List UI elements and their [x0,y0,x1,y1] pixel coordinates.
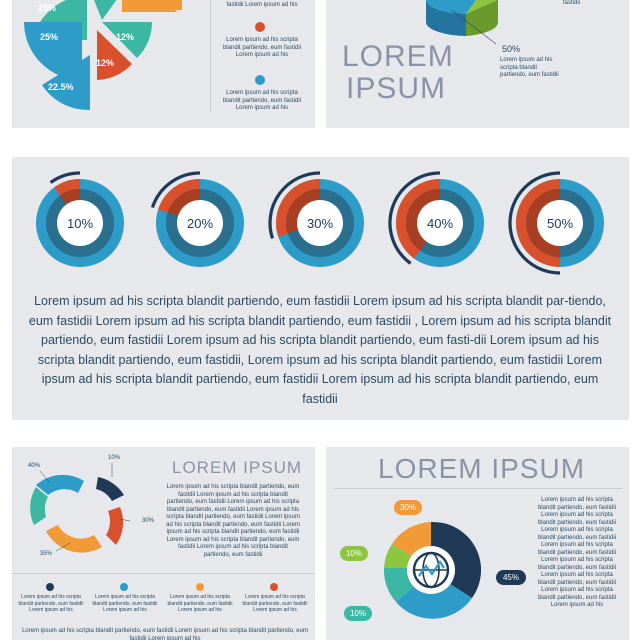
exploded-pie-chart [24,0,182,111]
gauge-center [537,200,583,246]
middle-paragraph: Lorem ipsum ad his scripta blandit parti… [28,294,612,406]
pie-label-2: 25% [40,32,59,42]
legend-item-3: Lorem ipsum ad his scripta blandit parti… [167,594,233,613]
3d-pie-chart [425,0,499,45]
gauge-outer-arc [508,171,561,275]
pie-slice-blue-bottom [42,55,90,111]
pie-label-5: 22.5% [48,82,74,92]
top-right-title-1: LOREM [342,40,454,73]
pie-slice-white-gap [94,0,117,20]
pct-text: Lorem ipsum ad his scripta blandit parti… [500,57,559,78]
3d-pie-top-blue [425,0,476,14]
pie-label-4: 12% [96,58,115,68]
pie-slice-blue [24,22,82,80]
legend-dot-blue [255,75,265,85]
ring-segment-navy [96,477,124,501]
legend-dot-blue [120,583,128,591]
ring-segment-orange [46,525,102,553]
gauge-label: 40% [427,216,453,231]
donut-segment-blue [396,584,472,619]
leader-40 [39,470,51,484]
top-right-title-2: IPSUM [346,72,447,105]
gauge-label: 50% [547,216,573,231]
top-left-panel: 25% 25% 12% 12% 22.5% fastidii Lorem ips… [12,0,315,128]
legend-item-1: Lorem ipsum ad his scripta blandit parti… [18,594,84,613]
pct-label: 50% [502,44,521,54]
legend-dot-red [270,583,278,591]
pie-label-1: 25% [38,3,57,13]
trend-icon [418,560,445,577]
pie-slice-orange-top [122,0,182,10]
exploded-ring-chart [30,463,131,553]
gauge-row: 10% 20% 30% 40% 50% [36,171,604,275]
legend-text-1: fastidii Lorem ipsum ad his [226,2,298,8]
divider [12,573,315,574]
legend-text-3: Lorem ipsum ad his scripta blandit parti… [222,90,302,111]
pie-slice-green [102,22,153,58]
legend-dot-orange [196,583,204,591]
donut-label-10b: 10% [344,606,372,621]
ring-segment-blue-2 [30,487,48,525]
bottom-left-panel: 40% 10% 30% 35% LOREM IPSUM Lorem ipsum … [12,447,315,640]
ring-label-30: 30% [142,518,155,524]
gauge-center [417,200,463,246]
top-right-panel: fastidii LOREM IPSUM 50% Lorem ipsum ad … [326,0,629,128]
gauge-outer-arc [49,171,81,184]
ring-label-40: 40% [28,463,41,469]
bottom-right-side-text: Lorem ipsum ad his scripta blandit parti… [537,497,617,608]
gauge-label: 20% [187,216,213,231]
middle-panel: 10% 20% 30% 40% 50% Lorem ipsum ad his scrip… [12,157,629,420]
donut-label-30: 30% [394,500,422,515]
gauge-center [57,200,103,246]
bottom-right-title: LOREM IPSUM [378,453,586,484]
top-label: fastidii [563,0,581,6]
gauge-center [297,200,343,246]
donut-segment-navy [431,521,482,598]
donut-label-45: 45% [496,570,526,585]
bottom-left-footer: Lorem ipsum ad his scripta blandit parti… [22,628,308,640]
segmented-donut [383,521,482,619]
bottom-right-panel: LOREM IPSUM 30% 10% 10% 45% Lorem ipsum … [326,447,629,640]
divider [210,0,211,112]
ring-segment-red [106,507,124,545]
gauge-label: 10% [67,216,93,231]
gauge-center [177,200,223,246]
bottom-left-body: Lorem ipsum ad his scripta blandit parti… [166,484,300,558]
legend-dot-red [255,22,265,32]
donut-segment-orange [392,522,431,556]
leader-30 [119,518,131,522]
gauge-outer-arc [150,171,201,209]
gauge-outer-arc [388,171,441,265]
legend-item-2: Lorem ipsum ad his scripta blandit parti… [92,594,158,613]
ring-segment-blue [36,474,84,495]
donut-label-10a: 10% [340,546,368,561]
leader-35 [55,542,71,552]
gauge-label: 30% [307,216,333,231]
pie-label-3: 12% [116,32,135,42]
bottom-left-title: LOREM IPSUM [172,458,303,477]
legend-text-2: Lorem ipsum ad his scripta blandit parti… [222,37,302,58]
legend-dot-navy [46,583,54,591]
pie-slice-red [97,30,132,80]
gauge-outer-arc [268,171,321,239]
ring-label-10: 10% [108,455,121,461]
pointer-line [451,9,497,45]
legend-item-4: Lorem ipsum ad his scripta blandit parti… [242,594,308,613]
donut-segment-green [384,544,412,568]
ring-label-35: 35% [40,551,53,557]
divider [334,488,622,489]
donut-segment-teal [383,568,414,602]
